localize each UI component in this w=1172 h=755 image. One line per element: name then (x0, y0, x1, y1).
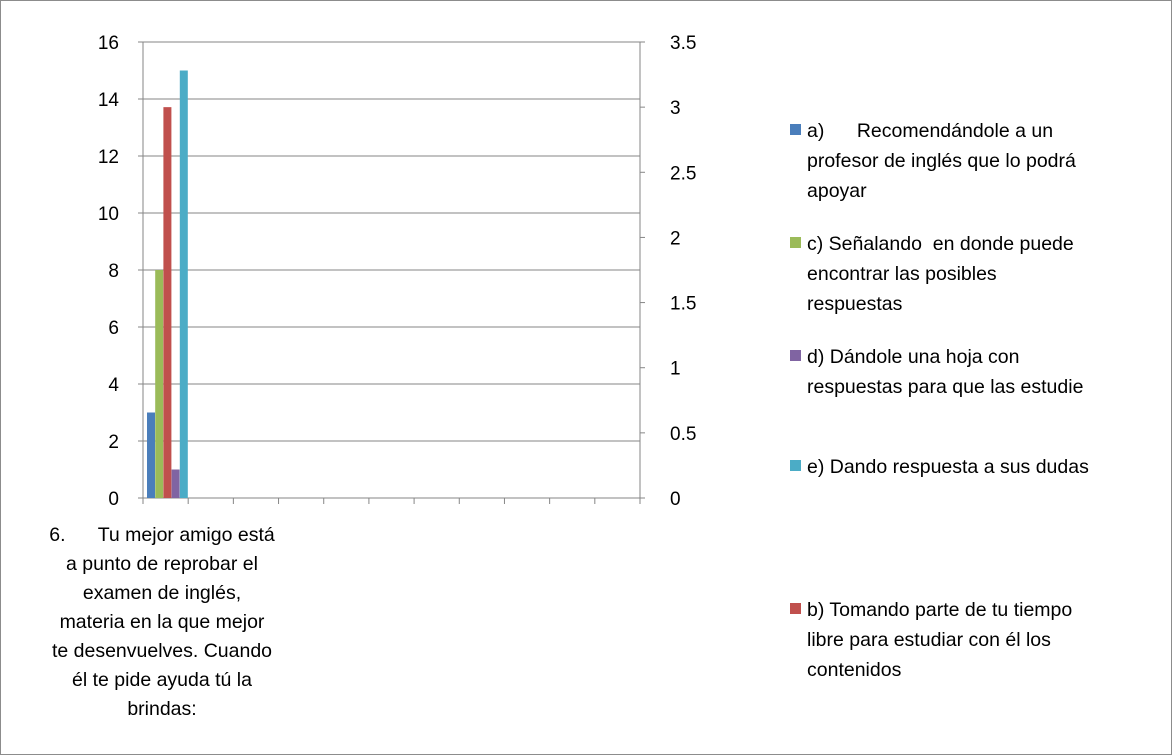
legend-swatch-a (790, 124, 801, 135)
legend-swatch-d (790, 350, 801, 361)
right-tick-label: 2 (670, 228, 681, 249)
left-tick-label: 16 (98, 33, 119, 54)
legend-swatch-b (790, 603, 801, 614)
gridlines (143, 41, 640, 442)
left-tick-label: 4 (108, 375, 119, 396)
right-tick-label: 3 (670, 98, 681, 119)
category-label-line-2: a punto de reprobar el (66, 553, 258, 575)
axes (138, 41, 645, 504)
legend-item-d: d) Dándole una hoja con respuestas para … (790, 342, 1150, 402)
legend-c-line-3: respuestas (807, 293, 903, 315)
legend-a-line-1: a) Recomendándole a un (807, 120, 1054, 142)
category-label-line-5: te desenvuelves. Cuando (51, 640, 273, 662)
category-label-line-4: materia en la que mejor (59, 611, 265, 633)
legend-item-e: e) Dando respuesta a sus dudas (790, 452, 1150, 482)
legend-item-a: a) Recomendándole a un profesor de inglé… (790, 116, 1150, 206)
legend-a-line-3: apoyar (807, 180, 867, 202)
bar-4 (171, 469, 180, 498)
legend-label-a: a) Recomendándole a un profesor de inglé… (790, 116, 1150, 206)
legend-label-e: e) Dando respuesta a sus dudas (790, 452, 1150, 482)
category-label-line-3: examen de inglés, (82, 582, 242, 604)
legend-swatch-c (790, 237, 801, 248)
legend-b-line-2: libre para estudiar con él los (807, 629, 1051, 651)
legend-b-line-1: b) Tomando parte de tu tiempo (807, 599, 1073, 621)
category-label-line-1: 6. Tu mejor amigo está (49, 524, 275, 546)
legend-d-line-2: respuestas para que las estudie (807, 376, 1084, 398)
left-tick-label: 6 (108, 318, 119, 339)
legend-e-line-1: e) Dando respuesta a sus dudas (807, 456, 1089, 478)
right-tick-label: 1 (670, 359, 681, 380)
left-tick-label: 14 (98, 90, 120, 111)
category-label-line-6: él te pide ayuda tú la (72, 669, 252, 691)
legend-b-line-3: contenidos (807, 659, 902, 681)
legend-item-b: b) Tomando parte de tu tiempo libre para… (790, 595, 1150, 685)
left-tick-label: 8 (108, 261, 119, 282)
legend-a-line-2: profesor de inglés que lo podrá (807, 150, 1076, 172)
right-tick-label: 3.5 (670, 33, 696, 54)
bars (147, 70, 188, 499)
legend-c-line-1: c) Señalando en donde puede (807, 233, 1074, 255)
category-label: 6. Tu mejor amigo está a punto de reprob… (12, 521, 312, 724)
legend-c-line-2: encontrar las posibles (807, 263, 997, 285)
bar-1 (147, 412, 155, 498)
legend-d-line-1: d) Dándole una hoja con (807, 346, 1020, 368)
left-axis-ticks: 0 2 4 6 8 10 12 14 16 (98, 33, 120, 510)
legend-label-d: d) Dándole una hoja con respuestas para … (790, 342, 1150, 402)
right-tick-label: 2.5 (670, 163, 696, 184)
right-tick-label: 0.5 (670, 424, 696, 445)
legend-label-c: c) Señalando en donde puede encontrar la… (790, 229, 1150, 319)
legend-label-b: b) Tomando parte de tu tiempo libre para… (790, 595, 1150, 685)
right-tick-label: 1.5 (670, 294, 696, 315)
left-tick-label: 12 (98, 147, 119, 168)
left-tick-label: 0 (108, 489, 119, 510)
bar-2 (155, 270, 164, 498)
left-tick-label: 10 (98, 204, 119, 225)
bar-3 (163, 107, 172, 499)
legend-swatch-e (790, 460, 801, 471)
bar-5 (179, 70, 188, 498)
left-tick-label: 2 (108, 432, 119, 453)
right-axis-ticks: 0 0.5 1 1.5 2 2.5 3 3.5 (670, 33, 696, 510)
category-label-line-7: brindas: (127, 698, 197, 720)
legend-item-c: c) Señalando en donde puede encontrar la… (790, 229, 1150, 319)
right-tick-label: 0 (670, 489, 681, 510)
